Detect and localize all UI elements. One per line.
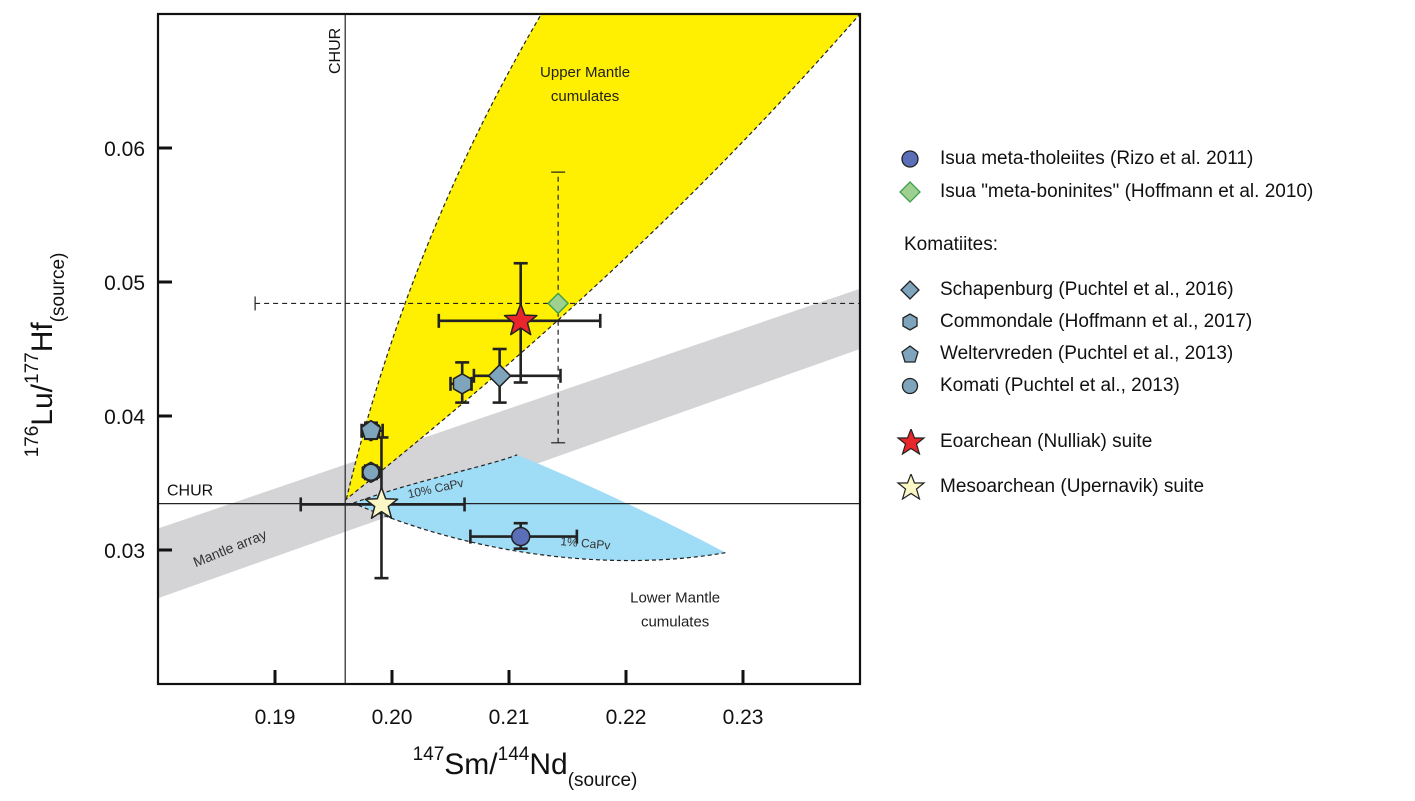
legend-item-commondale: Commondale (Hoffmann et al., 2017) [896, 309, 1252, 335]
pentagon-marker-icon [896, 341, 940, 367]
x-label-subscript: (source) [568, 770, 638, 791]
hexagon-marker-icon [896, 309, 940, 335]
legend-label: Komati (Puchtel et al., 2013) [940, 375, 1180, 396]
star-marker-icon [896, 429, 940, 455]
y-label-subscript: (source) [48, 253, 69, 323]
legend-item-eoarchean: Eoarchean (Nulliak) suite [896, 429, 1152, 455]
upper-mantle-label: Upper Mantle cumulates [540, 64, 630, 105]
y-label-part2: Hf [26, 322, 59, 353]
pentagon-marker [360, 419, 382, 440]
circle-marker-icon [896, 373, 940, 399]
upper-mantle-label-line: cumulates [551, 88, 619, 105]
chur-vertical-label: CHUR [327, 28, 344, 74]
legend-item-mesoarchean: Mesoarchean (Upernavik) suite [896, 474, 1204, 500]
diamond-marker-icon [896, 277, 940, 303]
diamond-marker-icon [896, 179, 940, 205]
reference-lines: CHUR CHUR [158, 14, 860, 684]
y-tick-label: 0.06 [104, 138, 145, 161]
legend-item-komati: Komati (Puchtel et al., 2013) [896, 373, 1180, 399]
x-label-sup1: 147 [413, 744, 445, 765]
star-marker [503, 303, 538, 336]
mantle-array-band [158, 288, 860, 599]
star-marker-icon [896, 474, 940, 500]
legend-item-weltervreden: Weltervreden (Puchtel et al., 2013) [896, 341, 1233, 367]
y-label-sup2: 177 [22, 352, 43, 384]
x-tick-label: 0.20 [372, 706, 413, 729]
y-tick-label: 0.04 [104, 406, 145, 429]
data-points [254, 171, 860, 580]
lower-mantle-label-line: Lower Mantle [630, 589, 720, 606]
x-tick-label: 0.19 [255, 706, 296, 729]
y-tick-label: 0.03 [104, 540, 145, 563]
circle-marker [362, 463, 380, 482]
diamond-marker [547, 292, 569, 315]
chur-horizontal-label: CHUR [167, 483, 213, 500]
lower-mantle-label: Lower Mantle cumulates [630, 589, 720, 630]
legend-label: Weltervreden (Puchtel et al., 2013) [940, 343, 1234, 364]
circle-marker [510, 526, 531, 547]
circle-marker-icon [896, 146, 940, 172]
diamond-marker [487, 364, 512, 388]
legend-item-isua-tholeiites: Isua meta-tholeiites (Rizo et al. 2011) [896, 146, 1253, 172]
x-axis-label: 147Sm/144Nd(source) [413, 744, 638, 791]
plot-regions [158, 14, 860, 599]
legend-item-schapenburg: Schapenburg (Puchtel et al., 2016) [896, 277, 1234, 303]
x-label-part2: Nd [529, 748, 567, 781]
legend-label: Mesoarchean (Upernavik) suite [940, 476, 1205, 497]
lower-mantle-region [353, 454, 726, 561]
capv-annotation-1: 1% CaPv [560, 534, 611, 552]
x-label-sup2: 144 [498, 744, 530, 765]
axis-ticks: 0.19 0.20 0.21 0.22 0.23 0.03 0.04 0.05 0.06 [104, 138, 763, 729]
y-label-part1: Lu/ [26, 383, 59, 425]
x-label-part1: Sm/ [444, 748, 498, 781]
lower-mantle-upper-boundary [353, 454, 518, 504]
lower-mantle-lower-boundary [353, 502, 726, 562]
legend-label: Schapenburg (Puchtel et al., 2016) [940, 279, 1234, 300]
legend-label: Eoarchean (Nulliak) suite [940, 431, 1153, 452]
hexagon-marker [452, 373, 472, 395]
lower-mantle-label-line: cumulates [641, 613, 709, 630]
x-tick-label: 0.23 [723, 706, 764, 729]
legend-label: Isua meta-tholeiites (Rizo et al. 2011) [940, 148, 1254, 169]
y-label-sup1: 176 [22, 426, 43, 458]
star-marker [364, 486, 399, 519]
y-axis-label: 176Lu/177Hf(source) [22, 253, 69, 458]
x-tick-label: 0.21 [489, 706, 530, 729]
legend-label: Commondale (Hoffmann et al., 2017) [940, 311, 1253, 332]
legend-item-isua-boninites: Isua "meta-boninites" (Hoffmann et al. 2… [896, 179, 1313, 205]
legend-heading: Komatiites: [904, 234, 998, 255]
legend-label: Isua "meta-boninites" (Hoffmann et al. 2… [940, 181, 1314, 202]
y-tick-label: 0.05 [104, 272, 145, 295]
upper-mantle-label-line: Upper Mantle [540, 64, 630, 81]
x-tick-label: 0.22 [606, 706, 647, 729]
